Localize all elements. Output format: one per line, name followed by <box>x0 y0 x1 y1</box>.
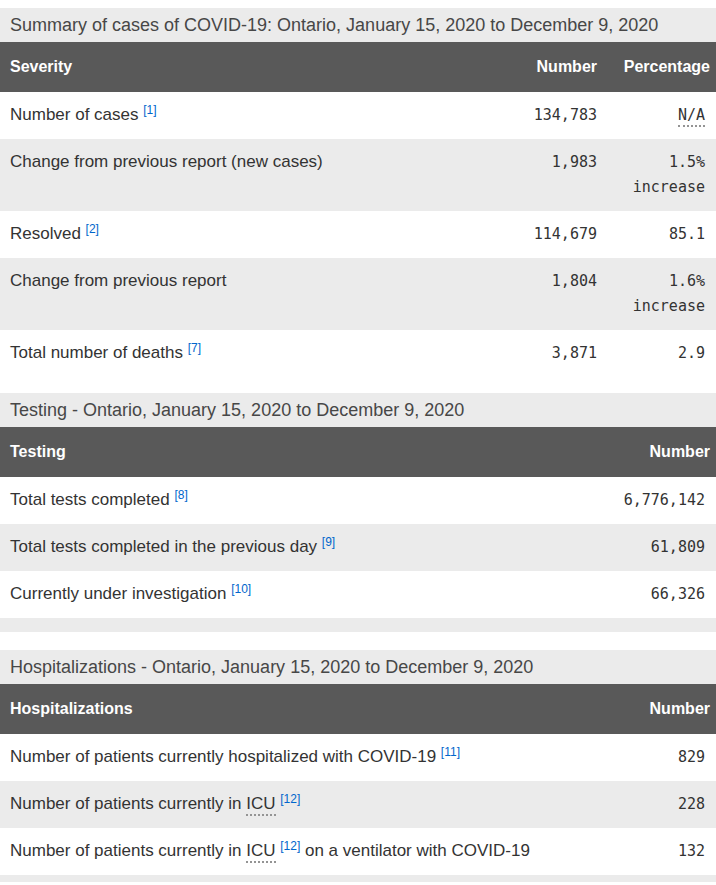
abbr-term: ICU <box>246 794 275 816</box>
label-text: on a ventilator with COVID-19 <box>300 841 530 860</box>
percentage-cell: 85.1 <box>597 211 716 258</box>
footnote-sup: [12] <box>280 792 300 806</box>
row-label-cell: Number of patients currently in ICU [12]… <box>0 828 597 875</box>
table-header-row: HospitalizationsNumber <box>0 684 716 734</box>
footnote-sup: [8] <box>174 488 187 502</box>
row-label-cell: Resolved [2] <box>0 211 477 258</box>
table-header-cell: Hospitalizations <box>0 684 597 734</box>
footnote-sup: [9] <box>322 535 335 549</box>
table-caption: Hospitalizations - Ontario, January 15, … <box>0 650 716 684</box>
row-label-cell: Change from previous report <box>0 258 477 330</box>
label-text: Total tests completed in the previous da… <box>10 537 322 556</box>
footnote-ref-link[interactable]: [12] <box>280 792 300 806</box>
number-cell: 1,983 <box>477 139 597 211</box>
number-cell: 61,809 <box>597 524 716 571</box>
row-label-cell: Change from previous report (new cases) <box>0 139 477 211</box>
footnote-sup: [11] <box>441 745 460 759</box>
row-label-cell: Total number of deaths [7] <box>0 330 477 377</box>
data-table: SeverityNumberPercentageNumber of cases … <box>0 42 716 377</box>
label-text: 2.9 <box>678 344 705 362</box>
abbr-term: N/A <box>678 106 705 127</box>
footnote-ref-link[interactable]: [9] <box>322 535 335 549</box>
number-cell: 1,804 <box>477 258 597 330</box>
label-text: Number of patients currently in <box>10 794 246 813</box>
empty-cell <box>0 618 716 632</box>
label-text: Number of patients currently in <box>10 841 246 860</box>
number-cell: 6,776,142 <box>597 477 716 524</box>
row-label-cell: Number of cases [1] <box>0 92 477 139</box>
table-row: Total tests completed [8]6,776,142 <box>0 477 716 524</box>
table-caption: Summary of cases of COVID-19: Ontario, J… <box>0 8 716 42</box>
footnote-ref-link[interactable]: [12] <box>280 839 300 853</box>
empty-spacer-row <box>0 875 716 882</box>
abbr-term: ICU <box>246 841 275 863</box>
footnote-ref-link[interactable]: [7] <box>188 341 201 355</box>
table-row: Change from previous report (new cases) 1… <box>0 139 716 211</box>
footnote-sup: [10] <box>231 582 251 596</box>
testing-section: Testing - Ontario, January 15, 2020 to D… <box>0 393 716 632</box>
row-label-cell: Number of patients currently hospitalize… <box>0 734 597 781</box>
table-caption: Testing - Ontario, January 15, 2020 to D… <box>0 393 716 427</box>
hospitalizations-section: Hospitalizations - Ontario, January 15, … <box>0 650 716 882</box>
label-text: Number of patients currently hospitalize… <box>10 747 441 766</box>
footnote-ref-link[interactable]: [1] <box>143 103 156 117</box>
data-table: TestingNumberTotal tests completed [8]6,… <box>0 427 716 632</box>
footnote-sup: [12] <box>280 839 300 853</box>
percentage-cell: N/A <box>597 92 716 139</box>
row-label-cell: Currently under investigation [10] <box>0 571 597 618</box>
table-row: Change from previous report 1,804 1.6% inc… <box>0 258 716 330</box>
label-text: 1.5% increase <box>633 153 705 196</box>
row-label-cell: Number of patients currently in ICU [12] <box>0 781 597 828</box>
empty-spacer-row <box>0 618 716 632</box>
table-row: Total tests completed in the previous da… <box>0 524 716 571</box>
footnote-sup: [1] <box>143 103 156 117</box>
table-row: Number of cases [1]134,783N/A <box>0 92 716 139</box>
table-header-cell: Testing <box>0 427 597 477</box>
number-cell: 134,783 <box>477 92 597 139</box>
number-cell: 66,326 <box>597 571 716 618</box>
label-text: Total number of deaths <box>10 343 188 362</box>
footnote-ref-link[interactable]: [8] <box>174 488 187 502</box>
row-label-cell: Total tests completed [8] <box>0 477 597 524</box>
data-table: HospitalizationsNumberNumber of patients… <box>0 684 716 882</box>
footnote-sup: [2] <box>86 222 99 236</box>
table-row: Number of patients currently in ICU [12]… <box>0 781 716 828</box>
footnote-ref-link[interactable]: [11] <box>441 745 460 759</box>
label-text: Resolved <box>10 224 86 243</box>
table-row: Resolved [2]114,67985.1 <box>0 211 716 258</box>
table-row: Number of patients currently in ICU [12]… <box>0 828 716 875</box>
number-cell: 829 <box>597 734 716 781</box>
table-header-cell: Severity <box>0 42 477 92</box>
percentage-cell: 1.6% increase <box>597 258 716 330</box>
empty-cell <box>0 875 716 882</box>
table-header-cell: Number <box>477 42 597 92</box>
table-row: Total number of deaths [7]3,8712.9 <box>0 330 716 377</box>
footnote-ref-link[interactable]: [10] <box>231 582 251 596</box>
label-text: Change from previous report (new cases) <box>10 152 323 171</box>
table-header-cell: Number <box>597 684 716 734</box>
table-header-row: TestingNumber <box>0 427 716 477</box>
table-header-row: SeverityNumberPercentage <box>0 42 716 92</box>
percentage-cell: 1.5% increase <box>597 139 716 211</box>
severity-section: Summary of cases of COVID-19: Ontario, J… <box>0 8 716 377</box>
number-cell: 228 <box>597 781 716 828</box>
row-label-cell: Total tests completed in the previous da… <box>0 524 597 571</box>
label-text: 1.6% increase <box>633 272 705 315</box>
label-text: Total tests completed <box>10 490 174 509</box>
percentage-cell: 2.9 <box>597 330 716 377</box>
label-text: Number of cases <box>10 105 143 124</box>
table-row: Number of patients currently hospitalize… <box>0 734 716 781</box>
table-row: Currently under investigation [10]66,326 <box>0 571 716 618</box>
label-text: Currently under investigation <box>10 584 231 603</box>
label-text: 85.1 <box>669 225 705 243</box>
label-text: Change from previous report <box>10 271 226 290</box>
number-cell: 3,871 <box>477 330 597 377</box>
covid-summary-tables: Summary of cases of COVID-19: Ontario, J… <box>0 8 716 882</box>
footnote-ref-link[interactable]: [2] <box>86 222 99 236</box>
number-cell: 132 <box>597 828 716 875</box>
number-cell: 114,679 <box>477 211 597 258</box>
table-header-cell: Percentage <box>597 42 716 92</box>
footnote-sup: [7] <box>188 341 201 355</box>
table-header-cell: Number <box>597 427 716 477</box>
